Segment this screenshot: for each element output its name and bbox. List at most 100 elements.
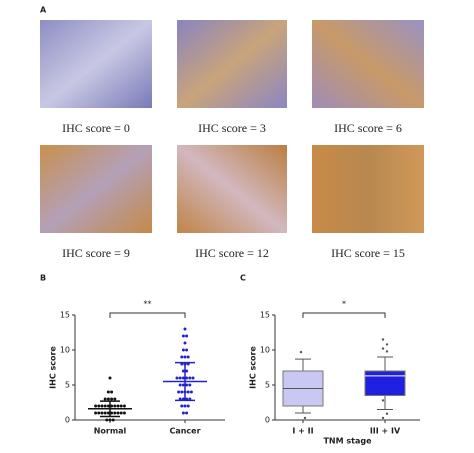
sd-bar	[100, 400, 120, 418]
y-axis-label: IHC score	[249, 346, 258, 389]
micrograph	[312, 145, 424, 233]
data-point	[100, 411, 104, 415]
data-point	[106, 411, 110, 415]
data-point	[106, 404, 110, 408]
data-point	[180, 390, 184, 394]
data-point	[191, 376, 195, 380]
data-point	[106, 390, 110, 394]
y-tick-label: 5	[265, 381, 270, 390]
data-point	[185, 411, 189, 415]
data-point	[185, 376, 189, 380]
data-point	[122, 404, 126, 408]
outlier	[385, 343, 389, 346]
data-point	[113, 411, 117, 415]
data-point	[110, 390, 114, 394]
data-point	[186, 404, 190, 408]
data-point	[185, 334, 189, 338]
outlier	[299, 350, 303, 354]
data-point	[119, 404, 123, 408]
data-point	[177, 390, 181, 394]
micrograph	[40, 145, 152, 233]
caption: IHC score = 15	[331, 246, 405, 260]
data-point	[181, 411, 185, 415]
data-point	[113, 397, 117, 401]
data-point	[188, 376, 192, 380]
significance-bracket	[302, 312, 386, 318]
caption: IHC score = 6	[334, 121, 402, 135]
data-point	[116, 411, 120, 415]
data-point	[97, 404, 101, 408]
data-point	[186, 390, 190, 394]
data-point	[105, 418, 109, 422]
data-point	[110, 404, 114, 408]
x-tick-label: I + II	[292, 427, 313, 436]
data-point	[183, 341, 187, 345]
micrograph	[40, 20, 152, 108]
data-point	[185, 383, 189, 387]
caption: IHC score = 12	[195, 246, 269, 260]
data-point	[111, 418, 115, 422]
caption: IHC score = 3	[198, 121, 266, 135]
data-point	[181, 383, 185, 387]
y-tick-label: 0	[65, 416, 70, 425]
data-point	[181, 369, 185, 373]
y-tick-label: 15	[60, 311, 70, 320]
significance-label: **	[144, 300, 152, 309]
caption: IHC score = 0	[62, 121, 130, 135]
y-tick-label: 10	[260, 346, 270, 355]
panel-label: C	[240, 274, 246, 283]
data-point	[94, 411, 98, 415]
x-tick-label: III + IV	[370, 427, 401, 436]
outlier	[303, 416, 307, 420]
data-point	[185, 348, 189, 352]
outlier	[385, 350, 389, 353]
data-point	[119, 411, 123, 415]
panel-label: B	[40, 274, 46, 283]
data-point	[185, 369, 189, 373]
micrograph	[312, 20, 424, 108]
data-point	[186, 355, 190, 359]
y-tick-label: 10	[60, 346, 70, 355]
data-point	[108, 418, 112, 422]
data-point	[103, 397, 107, 401]
data-point	[116, 404, 120, 408]
x-tick-label: Cancer	[169, 427, 200, 436]
data-point	[189, 390, 193, 394]
data-point	[178, 383, 182, 387]
outlier	[381, 416, 385, 420]
y-tick-label: 15	[260, 311, 270, 320]
data-point	[183, 327, 187, 331]
outlier	[381, 338, 385, 341]
significance-bracket	[109, 312, 186, 318]
data-point	[181, 334, 185, 338]
y-tick-label: 5	[65, 381, 70, 390]
data-point	[181, 348, 185, 352]
data-point	[103, 404, 107, 408]
significance-label: *	[342, 300, 346, 309]
data-point	[180, 404, 184, 408]
micrographs	[40, 20, 424, 233]
x-axis-label: TNM stage	[323, 437, 372, 446]
micrograph	[177, 145, 287, 233]
data-point	[178, 376, 182, 380]
data-point	[113, 404, 117, 408]
outlier	[381, 399, 385, 402]
data-point	[97, 411, 101, 415]
data-point	[180, 355, 184, 359]
data-point	[122, 411, 126, 415]
outlier	[381, 347, 385, 350]
micrograph	[177, 20, 287, 108]
data-point	[94, 404, 98, 408]
sd-bar	[175, 361, 195, 402]
data-point	[103, 411, 107, 415]
box	[364, 370, 406, 396]
data-point	[106, 397, 110, 401]
data-point	[183, 355, 187, 359]
data-point	[175, 376, 179, 380]
data-point	[110, 397, 114, 401]
x-tick-label: Normal	[94, 427, 127, 436]
outlier	[385, 412, 389, 415]
data-point	[108, 376, 112, 380]
y-axis-label: IHC score	[49, 346, 58, 389]
